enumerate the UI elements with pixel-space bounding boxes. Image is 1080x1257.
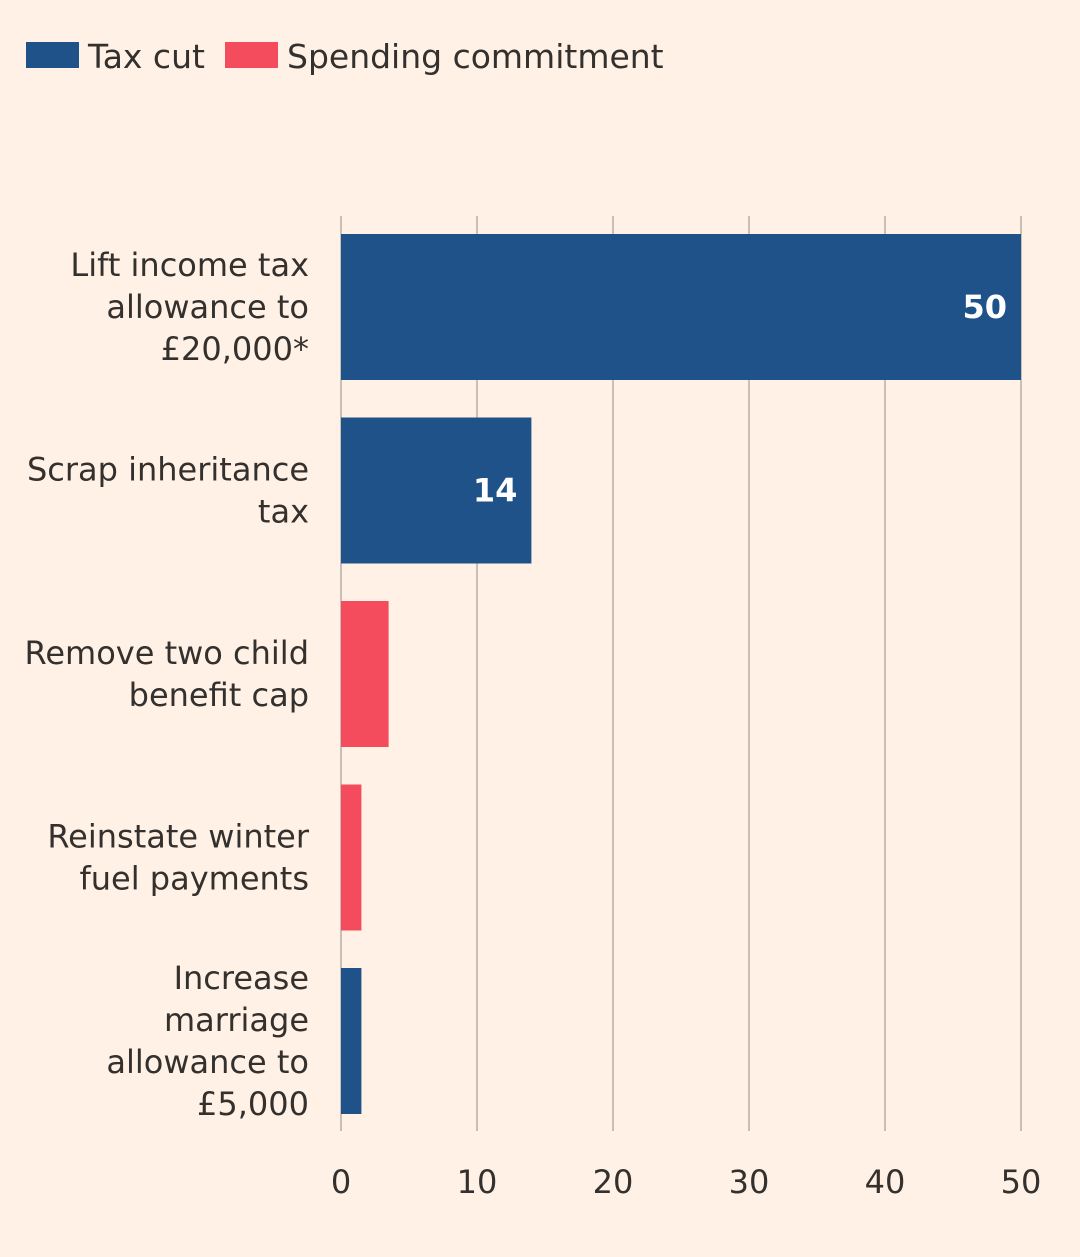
- bar-1: [341, 417, 532, 564]
- legend-swatch-spending: [225, 42, 278, 68]
- x-tick-label-20: 20: [593, 1163, 634, 1201]
- bar-3: [341, 784, 362, 931]
- x-tick-label-0: 0: [331, 1163, 351, 1201]
- category-label-4-line-1: marriage: [164, 1001, 309, 1039]
- bars: [341, 234, 1021, 1114]
- x-tick-label-30: 30: [729, 1163, 770, 1201]
- value-label-0: 50: [962, 288, 1007, 326]
- category-label-4-line-3: £5,000: [197, 1085, 309, 1123]
- category-label-0-line-2: £20,000*: [161, 330, 309, 368]
- category-labels: Lift income tax allowance to £20,000* Scrap…: [25, 246, 310, 1123]
- category-label-3-line-1: fuel payments: [79, 860, 309, 898]
- category-label-0-line-1: allowance to: [106, 288, 309, 326]
- bar-0: [341, 234, 1021, 380]
- bar-4: [341, 968, 362, 1114]
- category-label-2-line-1: benefit cap: [129, 676, 309, 714]
- legend-swatch-tax_cut: [26, 42, 79, 68]
- category-label-4-line-0: Increase: [174, 959, 309, 997]
- category-label-0-line-0: Lift income tax: [70, 246, 309, 284]
- value-label-1: 14: [473, 472, 518, 510]
- legend-label-spending: Spending commitment: [287, 37, 664, 76]
- x-tick-label-50: 50: [1001, 1163, 1042, 1201]
- x-tick-label-10: 10: [457, 1163, 498, 1201]
- bar-2: [341, 601, 389, 747]
- category-label-4-line-2: allowance to: [106, 1043, 309, 1081]
- x-axis-ticks: 0 10 20 30 40 50: [331, 1163, 1042, 1201]
- category-label-1-line-0: Scrap inheritance: [27, 451, 309, 489]
- x-tick-label-40: 40: [865, 1163, 906, 1201]
- category-label-1-line-1: tax: [258, 493, 309, 531]
- category-label-3-line-0: Reinstate winter: [47, 818, 309, 856]
- value-labels: 50 14: [473, 288, 1007, 510]
- category-label-2-line-0: Remove two child: [25, 634, 309, 672]
- legend: Tax cut Spending commitment: [26, 37, 664, 76]
- legend-label-tax_cut: Tax cut: [87, 37, 205, 76]
